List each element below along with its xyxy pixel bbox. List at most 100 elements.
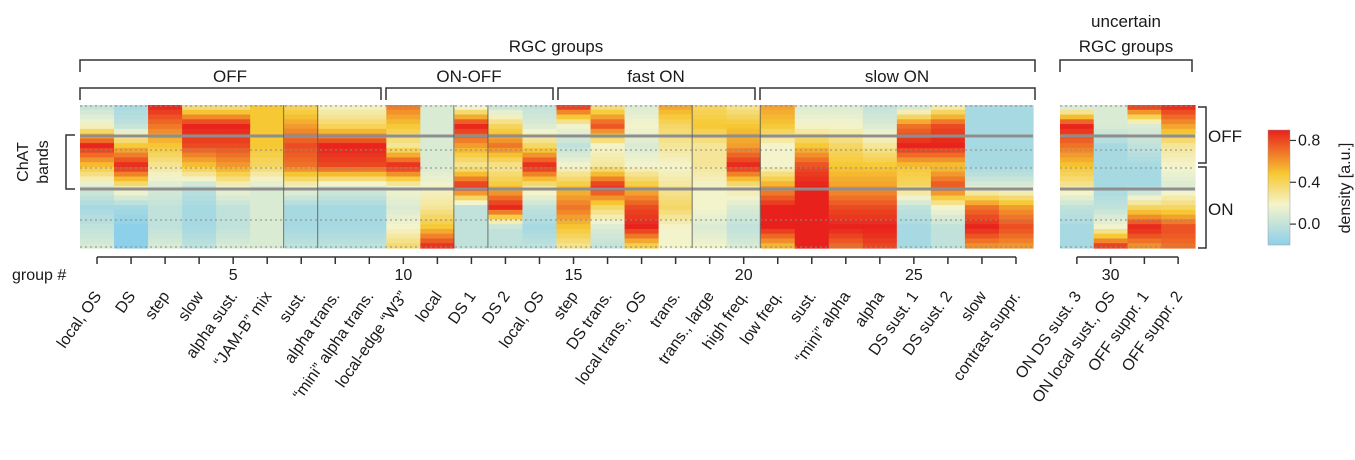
heatmap-cell [760,143,796,149]
heatmap-cell [114,166,149,173]
heatmap-cell [1161,190,1196,197]
heatmap-cell [352,105,387,111]
heatmap-cell [624,166,660,173]
colorbar-tick-label: 0.4 [1298,174,1320,191]
heatmap-cell [522,205,558,211]
heatmap-cell [726,219,762,225]
heatmap-cell [794,224,830,230]
heatmap-cell [386,147,421,154]
heatmap-cell [624,171,660,178]
heatmap-cell [998,114,1034,120]
heatmap-cell [352,228,387,235]
heatmap-cell [794,171,830,178]
heatmap-cell [1127,195,1162,201]
heatmap-cell [624,224,660,230]
heatmap-cell [522,176,558,182]
heatmap-cell [896,143,932,149]
heatmap-cell [454,243,490,249]
heatmap-cell [250,209,285,216]
heatmap-cell [148,209,183,216]
heatmap-cell [1127,224,1162,230]
heatmap-cell [352,224,387,230]
group-axis-label: group # [12,267,66,284]
heatmap-cell [250,124,285,130]
group-tick-label: 15 [565,267,583,284]
heatmap-cell [726,119,762,125]
heatmap-cell [1127,114,1162,120]
heatmap-cell [454,124,490,130]
heatmap-cell [522,114,558,120]
heatmap-cell [726,114,762,120]
heatmap-cell [386,171,421,178]
heatmap-cell [114,205,149,211]
heatmap-cell [896,228,932,235]
heatmap-cell [1060,219,1095,225]
heatmap-cell [964,233,1000,240]
heatmap-cell [794,195,830,201]
heatmap-cell [1161,124,1196,130]
heatmap-cell [692,138,728,144]
heatmap-cell [522,228,558,235]
heatmap-cell [352,195,387,201]
heatmap-cell [760,205,796,211]
heatmap-cell [148,147,183,154]
heatmap-cell [522,238,558,244]
heatmap-cell [930,176,966,182]
heatmap-cell [284,228,319,235]
heatmap-cell [590,171,626,178]
heatmap-cell [216,214,251,220]
heatmap-cell [114,181,149,187]
heatmap-cell [930,243,966,249]
heatmap-cell [420,128,455,135]
heatmap-cell [1060,105,1095,111]
heatmap-cell [1127,166,1162,173]
heatmap-cell [250,152,285,159]
heatmap-cell [488,224,524,230]
heatmap-cell [1161,219,1196,225]
heatmap-cell [216,224,251,230]
heatmap-cell [1093,143,1129,149]
heatmap-cell [182,243,217,249]
heatmap-cell [658,114,694,120]
heatmap-cell [1127,238,1162,244]
heatmap-cell [1161,224,1196,230]
heatmap-cell [386,162,421,168]
y-axis-label: ChAT bands [15,134,75,190]
heatmap-cell [930,138,966,144]
heatmap-cell [1093,124,1129,130]
heatmap-column [1127,105,1162,249]
heatmap-cell [420,176,455,182]
heatmap-cell [624,147,660,154]
heatmap-cell [658,105,694,111]
heatmap-cell [352,200,387,206]
heatmap-cell [556,219,592,225]
heatmap-cell [488,109,524,116]
heatmap-cell [522,233,558,240]
group-tick-label: 5 [229,267,238,284]
heatmap-cell [216,152,251,159]
heatmap-cell [794,176,830,182]
heatmap-cell [590,228,626,235]
heatmap-cell [964,105,1000,111]
heatmap-column [658,105,694,249]
heatmap-cell [114,162,149,168]
heatmap-cell [1093,233,1129,240]
heatmap-cell [760,181,796,187]
heatmap-cell [692,105,728,111]
heatmap-cell [80,105,115,111]
heatmap-cell [488,114,524,120]
heatmap-cell [114,114,149,120]
heatmap-cell [488,157,524,163]
heatmap-cell [522,171,558,178]
heatmap-cell [862,181,898,187]
band-bracket [1198,106,1207,249]
heatmap-cell [352,243,387,249]
heatmap-cell [964,243,1000,249]
heatmap-cell [964,119,1000,125]
ylabel-line1: ChAT [15,142,32,182]
heatmap-cell [658,119,694,125]
heatmap-cell [284,224,319,230]
heatmap-cell [216,128,251,135]
heatmap-cell [488,228,524,235]
heatmap-cell [284,143,319,149]
